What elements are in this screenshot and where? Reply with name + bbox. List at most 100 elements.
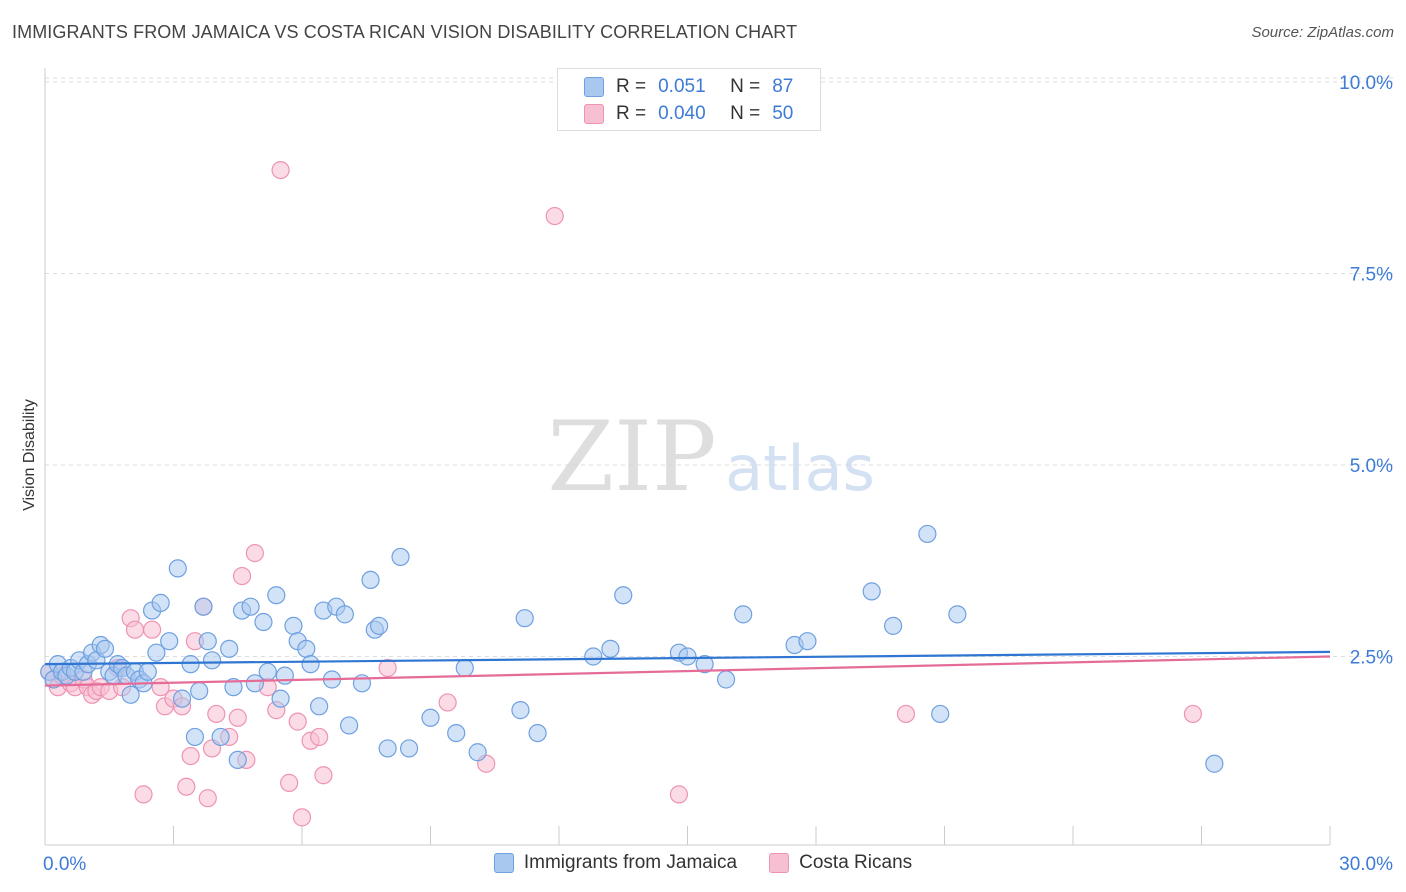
watermark-zip: ZIP xyxy=(547,401,716,513)
legend-r-label: R = xyxy=(616,76,647,97)
legend-swatch-blue xyxy=(493,853,514,873)
data-point-costa-ricans xyxy=(1183,704,1203,724)
legend-row-jamaica: R = 0.051 N = 87 xyxy=(584,75,793,99)
data-point-costa-ricans xyxy=(896,704,916,724)
y-tick-label: 5.0% xyxy=(1350,456,1393,477)
data-point-costa-ricans xyxy=(245,543,264,563)
trend-lines xyxy=(44,650,1331,687)
data-point-jamaica xyxy=(301,655,320,674)
data-point-jamaica xyxy=(241,597,260,616)
data-point-costa-ricans xyxy=(134,785,153,804)
data-point-jamaica xyxy=(716,670,736,689)
data-point-jamaica xyxy=(267,586,286,605)
data-point-jamaica xyxy=(168,559,187,578)
data-point-costa-ricans xyxy=(545,206,564,226)
data-point-jamaica xyxy=(447,723,466,743)
data-point-jamaica xyxy=(335,605,354,624)
data-point-jamaica xyxy=(515,609,534,628)
data-point-costa-ricans xyxy=(310,727,329,747)
data-point-jamaica xyxy=(297,639,316,658)
data-point-jamaica xyxy=(678,647,697,666)
data-point-jamaica xyxy=(151,593,170,612)
data-point-jamaica xyxy=(399,739,419,758)
y-tick-label: 10.0% xyxy=(1339,73,1393,94)
legend-r-value: 0.051 xyxy=(658,76,706,97)
data-point-jamaica xyxy=(185,727,205,747)
jamaica-points xyxy=(40,524,1224,773)
data-point-jamaica xyxy=(228,750,247,770)
data-point-jamaica xyxy=(601,639,620,658)
data-point-jamaica xyxy=(202,651,222,670)
data-point-jamaica xyxy=(695,655,714,674)
legend-n-value: 50 xyxy=(772,103,794,124)
data-point-jamaica xyxy=(948,605,967,624)
data-point-jamaica xyxy=(370,616,389,635)
data-point-jamaica xyxy=(160,632,179,651)
data-point-jamaica xyxy=(258,662,277,681)
legend-n-value: 87 xyxy=(772,76,794,97)
data-point-jamaica xyxy=(138,662,157,681)
data-point-costa-ricans xyxy=(181,746,200,766)
data-point-jamaica xyxy=(121,685,140,704)
legend-row-costa-ricans: R = 0.040 N = 50 xyxy=(584,102,793,126)
data-point-jamaica xyxy=(198,632,217,651)
data-point-costa-ricans xyxy=(177,777,196,796)
legend-label: Immigrants from Jamaica xyxy=(523,852,738,873)
legend-swatch-pink xyxy=(584,104,604,124)
data-point-jamaica xyxy=(190,681,209,701)
trend-line-jamaica xyxy=(44,650,1331,666)
data-point-costa-ricans xyxy=(125,620,145,639)
data-point-jamaica xyxy=(798,632,817,651)
watermark: ZIP atlas xyxy=(547,401,875,513)
data-point-jamaica xyxy=(310,697,329,716)
legend-item-jamaica[interactable]: Immigrants from Jamaica xyxy=(493,852,738,874)
legend-r-value: 0.040 xyxy=(658,103,706,124)
data-point-jamaica xyxy=(734,605,753,624)
data-point-costa-ricans xyxy=(228,708,247,727)
data-point-jamaica xyxy=(584,647,603,666)
legend-swatch-blue xyxy=(584,77,604,97)
data-point-jamaica xyxy=(147,643,166,662)
data-point-jamaica xyxy=(931,704,950,724)
data-point-jamaica xyxy=(421,708,440,727)
data-point-jamaica xyxy=(211,727,230,747)
data-point-jamaica xyxy=(254,612,273,632)
legend-n-label: N = xyxy=(730,76,761,97)
data-point-jamaica xyxy=(194,597,213,616)
data-point-jamaica xyxy=(284,616,303,635)
data-point-jamaica xyxy=(1205,754,1224,773)
data-point-jamaica xyxy=(340,716,359,735)
data-point-jamaica xyxy=(95,639,115,658)
data-point-jamaica xyxy=(245,674,264,693)
data-point-jamaica xyxy=(172,689,192,708)
legend-swatch-pink xyxy=(769,853,790,873)
data-point-costa-ricans xyxy=(207,704,226,724)
data-point-jamaica xyxy=(378,739,397,758)
trend-line-costa-ricans xyxy=(44,655,1331,687)
data-point-costa-ricans xyxy=(271,160,290,180)
data-point-costa-ricans xyxy=(288,712,307,731)
data-point-costa-ricans xyxy=(232,566,252,586)
data-point-jamaica xyxy=(275,666,294,685)
x-tick-label: 0.0% xyxy=(43,854,86,875)
axes xyxy=(44,68,1331,846)
data-point-jamaica xyxy=(271,689,290,708)
data-point-jamaica xyxy=(391,547,410,567)
data-point-jamaica xyxy=(181,655,200,674)
data-point-costa-ricans xyxy=(280,773,299,792)
data-point-costa-ricans xyxy=(438,693,457,712)
data-point-jamaica xyxy=(883,616,903,635)
legend-r-label: R = xyxy=(616,103,647,124)
series-legend: Immigrants from Jamaica Costa Ricans xyxy=(0,852,1406,874)
legend-item-costa-ricans[interactable]: Costa Ricans xyxy=(769,852,912,874)
data-point-jamaica xyxy=(862,582,881,601)
data-point-jamaica xyxy=(224,678,243,697)
data-point-costa-ricans xyxy=(378,658,397,678)
data-point-jamaica xyxy=(614,586,633,605)
data-point-jamaica xyxy=(528,723,547,743)
data-point-costa-ricans xyxy=(314,766,333,785)
x-tick-label: 30.0% xyxy=(1339,854,1393,875)
chart-title: IMMIGRANTS FROM JAMAICA VS COSTA RICAN V… xyxy=(12,22,798,42)
data-point-jamaica xyxy=(468,743,487,762)
